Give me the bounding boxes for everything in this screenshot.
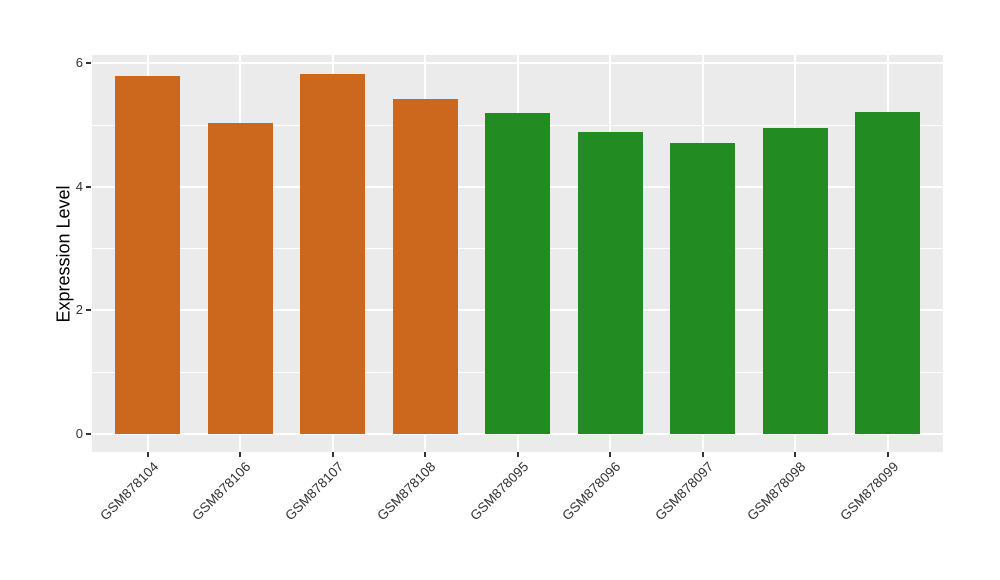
bar [207,122,273,434]
x-tick-label: GSM878099 [836,459,902,524]
x-tick-label: GSM878107 [281,459,347,524]
x-tick-mark [331,452,334,457]
y-tick-label: 0 [75,426,83,441]
x-tick-mark [239,452,241,457]
y-tick-label: 2 [75,302,83,318]
bar [670,143,735,434]
bar [392,99,458,434]
y-axis-title: Expression Level [53,185,74,323]
x-tick-mark [701,452,704,457]
x-tick-label: GSM878095 [466,459,532,524]
x-tick-mark [609,452,611,457]
y-tick-mark [86,433,91,435]
x-tick-label: GSM878098 [744,459,809,524]
x-tick-mark [146,452,149,457]
bar [762,128,828,434]
bar [577,131,643,434]
x-tick-mark [886,452,889,457]
x-tick-label: GSM878104 [96,459,162,524]
x-tick-label: GSM878106 [189,459,254,524]
y-tick-mark [86,309,91,312]
bar [300,73,365,434]
x-tick-label: GSM878096 [559,459,624,524]
x-tick-label: GSM878097 [651,459,717,524]
y-tick-mark [86,62,91,65]
bar [485,112,550,434]
y-tick-label: 4 [75,178,83,194]
plot-panel [92,55,943,452]
x-tick-mark [794,452,796,457]
y-tick-label: 6 [75,55,83,71]
x-tick-mark [516,452,519,457]
x-tick-label: GSM878108 [374,459,439,524]
bar [855,112,920,434]
x-tick-mark [424,452,426,457]
bar [115,76,180,434]
y-tick-mark [86,185,91,188]
